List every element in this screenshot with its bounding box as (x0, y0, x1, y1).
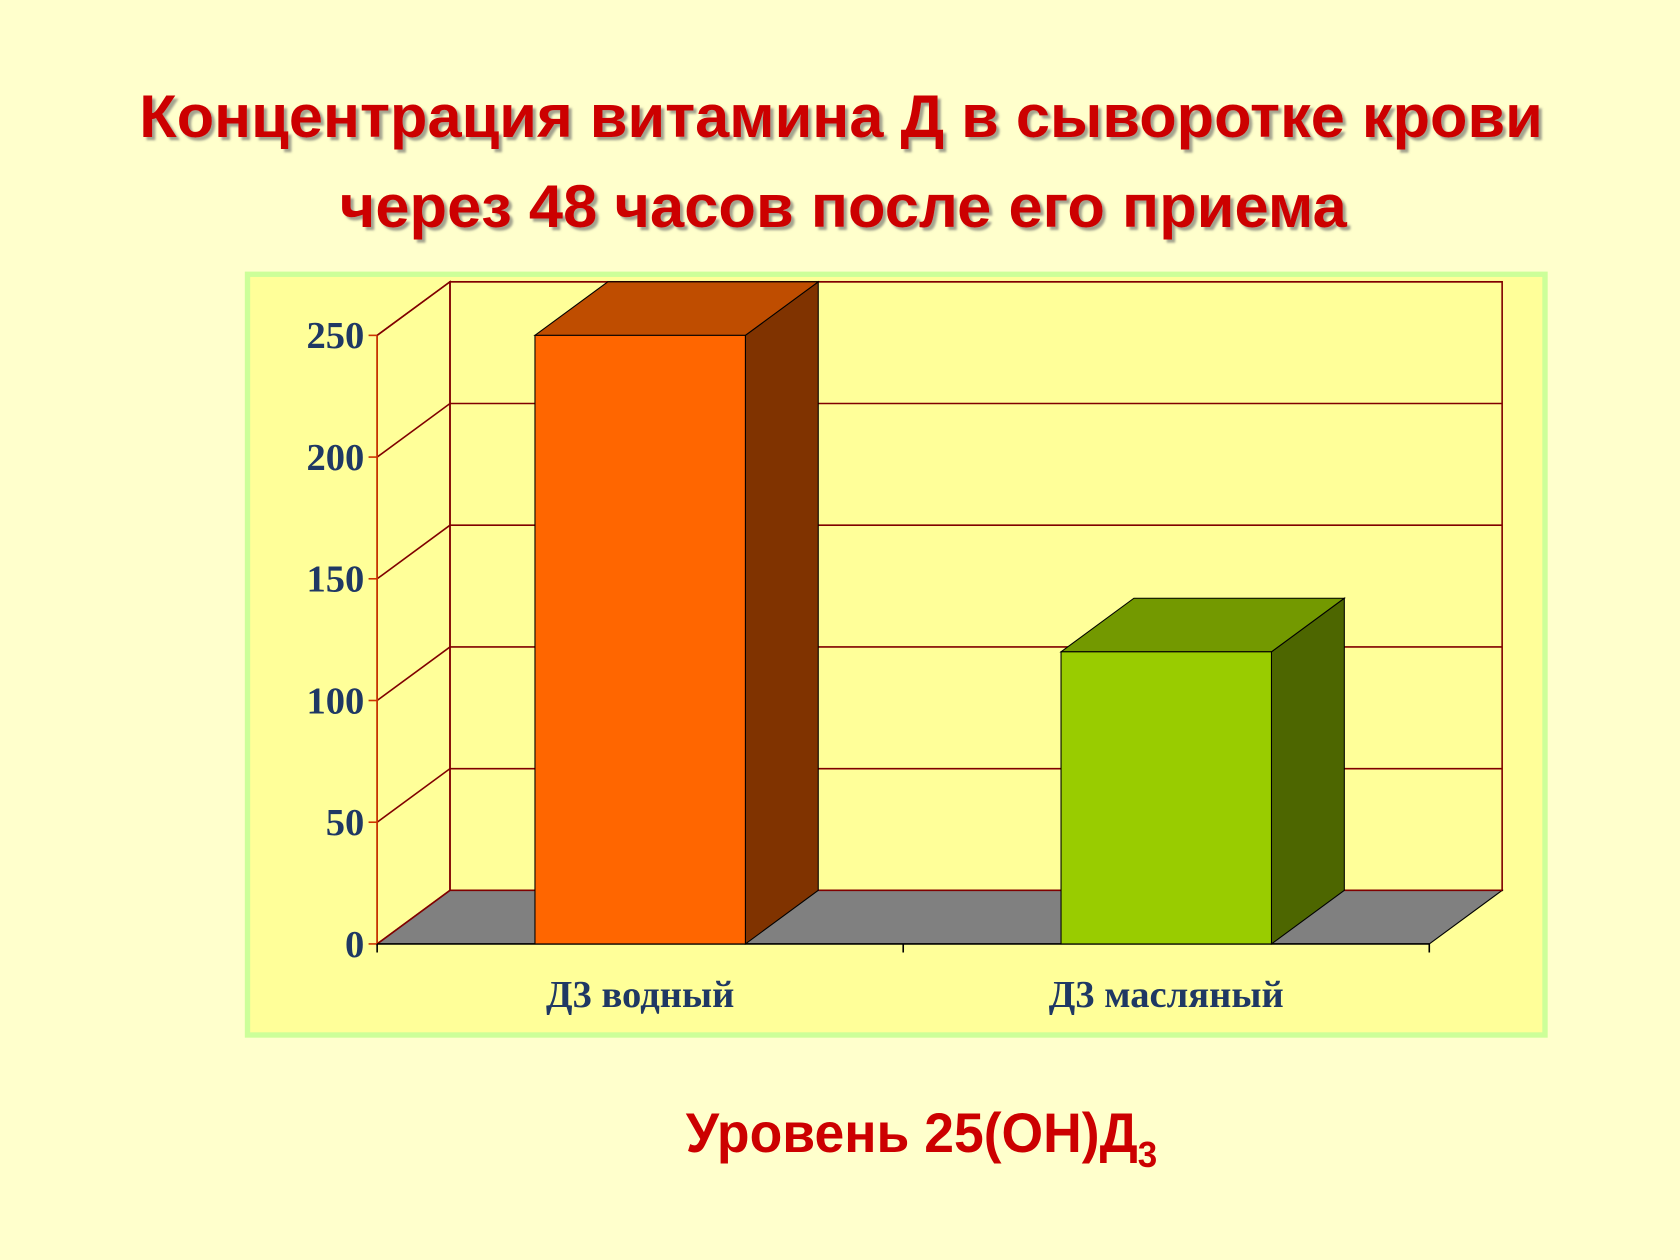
y-tick-label: 200 (306, 437, 364, 479)
y-tick-label: 250 (306, 315, 364, 357)
x-tick-label: Д3 масляный (1049, 974, 1284, 1016)
y-tick-label: 150 (306, 559, 364, 601)
bar (1060, 651, 1272, 945)
plot: 0 50 100 150 200 250 Д3 водный Д3 масляный (306, 280, 1504, 1016)
x-tick-label: Д3 водный (546, 974, 734, 1016)
caption-subscript: 3 (1138, 1134, 1157, 1175)
caption: Уровень 25(ОН)Д3 (686, 1102, 1157, 1175)
bar-side (744, 280, 819, 945)
bar-side (1270, 597, 1345, 945)
bar (534, 334, 746, 945)
grid-line (376, 402, 1503, 458)
y-tick-label: 50 (326, 802, 365, 844)
chart-title: Концентрация витамина Д в сыворотке кров… (139, 83, 1543, 150)
y-tick-label: 0 (345, 924, 364, 966)
grid-line (376, 524, 1503, 580)
grid-line (376, 280, 1503, 337)
caption-text: Уровень 25(ОН)Д (686, 1102, 1138, 1164)
chart-title: через 48 часов после его приема (340, 173, 1348, 240)
y-tick-label: 100 (306, 680, 364, 722)
